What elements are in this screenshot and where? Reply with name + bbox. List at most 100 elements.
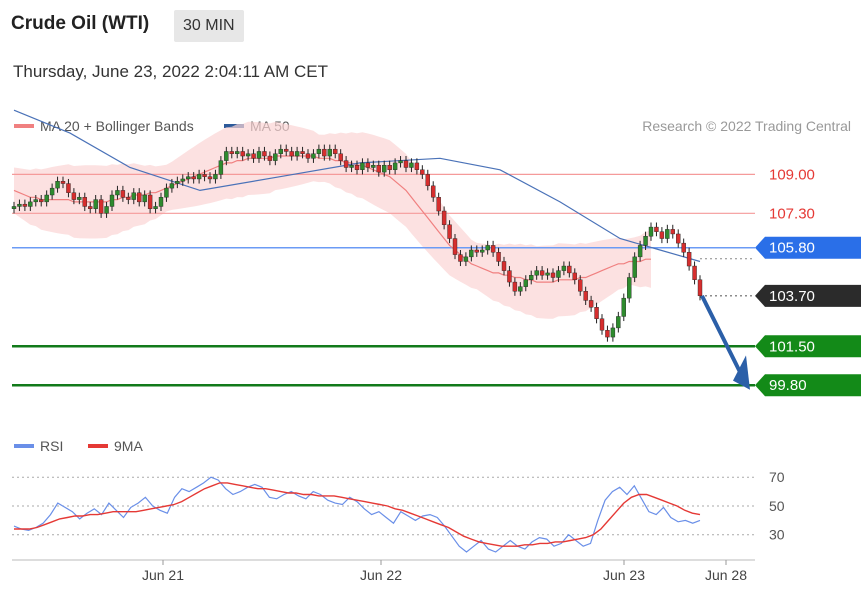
forecast-arrow [700, 294, 744, 377]
candle-body [186, 176, 191, 180]
candle-body [365, 162, 371, 168]
candle-body [654, 226, 659, 232]
candle-body [420, 169, 425, 175]
candle-body [207, 176, 213, 180]
candle-body [11, 206, 17, 209]
rsi-ma-line [14, 482, 701, 547]
candle-body [632, 256, 637, 278]
candle-body [474, 249, 479, 253]
candle-body [431, 185, 436, 198]
candle-body [71, 192, 77, 200]
ma20-legend-label: MA 20 + Bollinger Bands [40, 118, 194, 134]
candle-body [60, 181, 66, 184]
x-tick-label-Jun-21: Jun 21 [142, 567, 184, 583]
level-tag-101.50 [755, 335, 861, 358]
candle-body [534, 270, 539, 276]
candle-body [322, 148, 327, 157]
level-tag-103.70 [755, 284, 861, 307]
candle-body [49, 187, 55, 196]
research-credit: Research © 2022 Trading Central [642, 118, 851, 134]
level-label-101.50: 101.50 [769, 338, 815, 355]
x-tick-label-Jun-28: Jun 28 [705, 567, 747, 583]
candle-body [599, 318, 605, 331]
candle-body [300, 151, 305, 154]
candle-body [191, 176, 196, 180]
candle-body [512, 281, 518, 292]
candle-body [240, 151, 245, 157]
legend-ma20-bollinger: MA 20 + Bollinger Bands [14, 118, 194, 134]
candle-body [490, 245, 496, 253]
candle-body [294, 151, 300, 157]
candle-body [267, 155, 273, 161]
candle-body [126, 197, 131, 200]
candle-body [245, 153, 251, 157]
candle-body [686, 252, 692, 267]
candle-body [169, 183, 175, 189]
candle-body [164, 187, 169, 198]
candle-body [115, 190, 120, 196]
candle-body [343, 160, 349, 168]
candle-body [28, 201, 33, 207]
candle-body [218, 160, 224, 175]
candle-body [354, 165, 360, 170]
candle-body [496, 252, 501, 262]
candle-body [278, 148, 283, 154]
candle-body [382, 165, 387, 173]
candle-body [371, 165, 376, 168]
candle-body [376, 165, 381, 173]
x-tick-label-Jun-23: Jun 23 [603, 567, 645, 583]
candle-body [202, 174, 207, 177]
candle-body [256, 151, 262, 159]
candle-body [621, 297, 626, 317]
timeframe-badge[interactable]: 30 MIN [174, 10, 244, 42]
level-tag-105.80 [755, 236, 861, 259]
candle-body [447, 224, 452, 239]
candle-body [529, 275, 534, 280]
candle-body [387, 165, 392, 170]
candle-body [507, 270, 512, 283]
candle-body [142, 194, 147, 203]
candle-body [273, 153, 278, 161]
candle-body [131, 192, 136, 200]
candle-body [665, 229, 670, 239]
candle-body [425, 174, 430, 187]
candle-body [284, 148, 289, 152]
rsi-level-label-50: 50 [769, 498, 785, 514]
candle-body [594, 307, 599, 319]
candle-body [327, 148, 332, 157]
level-label-109.00: 109.00 [769, 166, 815, 183]
candle-body [648, 226, 654, 237]
candle-body [676, 233, 681, 244]
candle-body [501, 261, 507, 271]
candle-body [338, 153, 343, 161]
legend-rsi: RSI [14, 438, 63, 454]
candle-body [398, 160, 403, 164]
candle-body [175, 181, 180, 184]
level-label-105.80: 105.80 [769, 240, 815, 257]
candle-body [82, 197, 87, 207]
candle-body [518, 286, 523, 292]
forecast-arrowhead [733, 355, 750, 390]
candle-body [104, 206, 109, 214]
candle-body [403, 160, 409, 168]
candle-body [583, 291, 588, 301]
candle-body [33, 199, 38, 203]
candle-body [523, 279, 528, 287]
candle-body [588, 300, 594, 308]
candle-body [333, 148, 338, 154]
level-label-99.80: 99.80 [769, 377, 807, 394]
rsi-legend-label: RSI [40, 438, 64, 454]
candle-body [567, 265, 572, 274]
candle-body [289, 151, 294, 157]
candle-body [616, 316, 621, 329]
candle-body [605, 330, 610, 338]
candle-body [463, 256, 469, 262]
ma20-line [13, 155, 651, 283]
candle-body [98, 199, 104, 214]
bollinger-band [14, 121, 651, 319]
chart-header: Crude Oil (WTI) 30 MIN [0, 0, 861, 52]
rsi-line [13, 476, 701, 553]
candle-body [545, 272, 550, 276]
candle-body [409, 162, 414, 168]
